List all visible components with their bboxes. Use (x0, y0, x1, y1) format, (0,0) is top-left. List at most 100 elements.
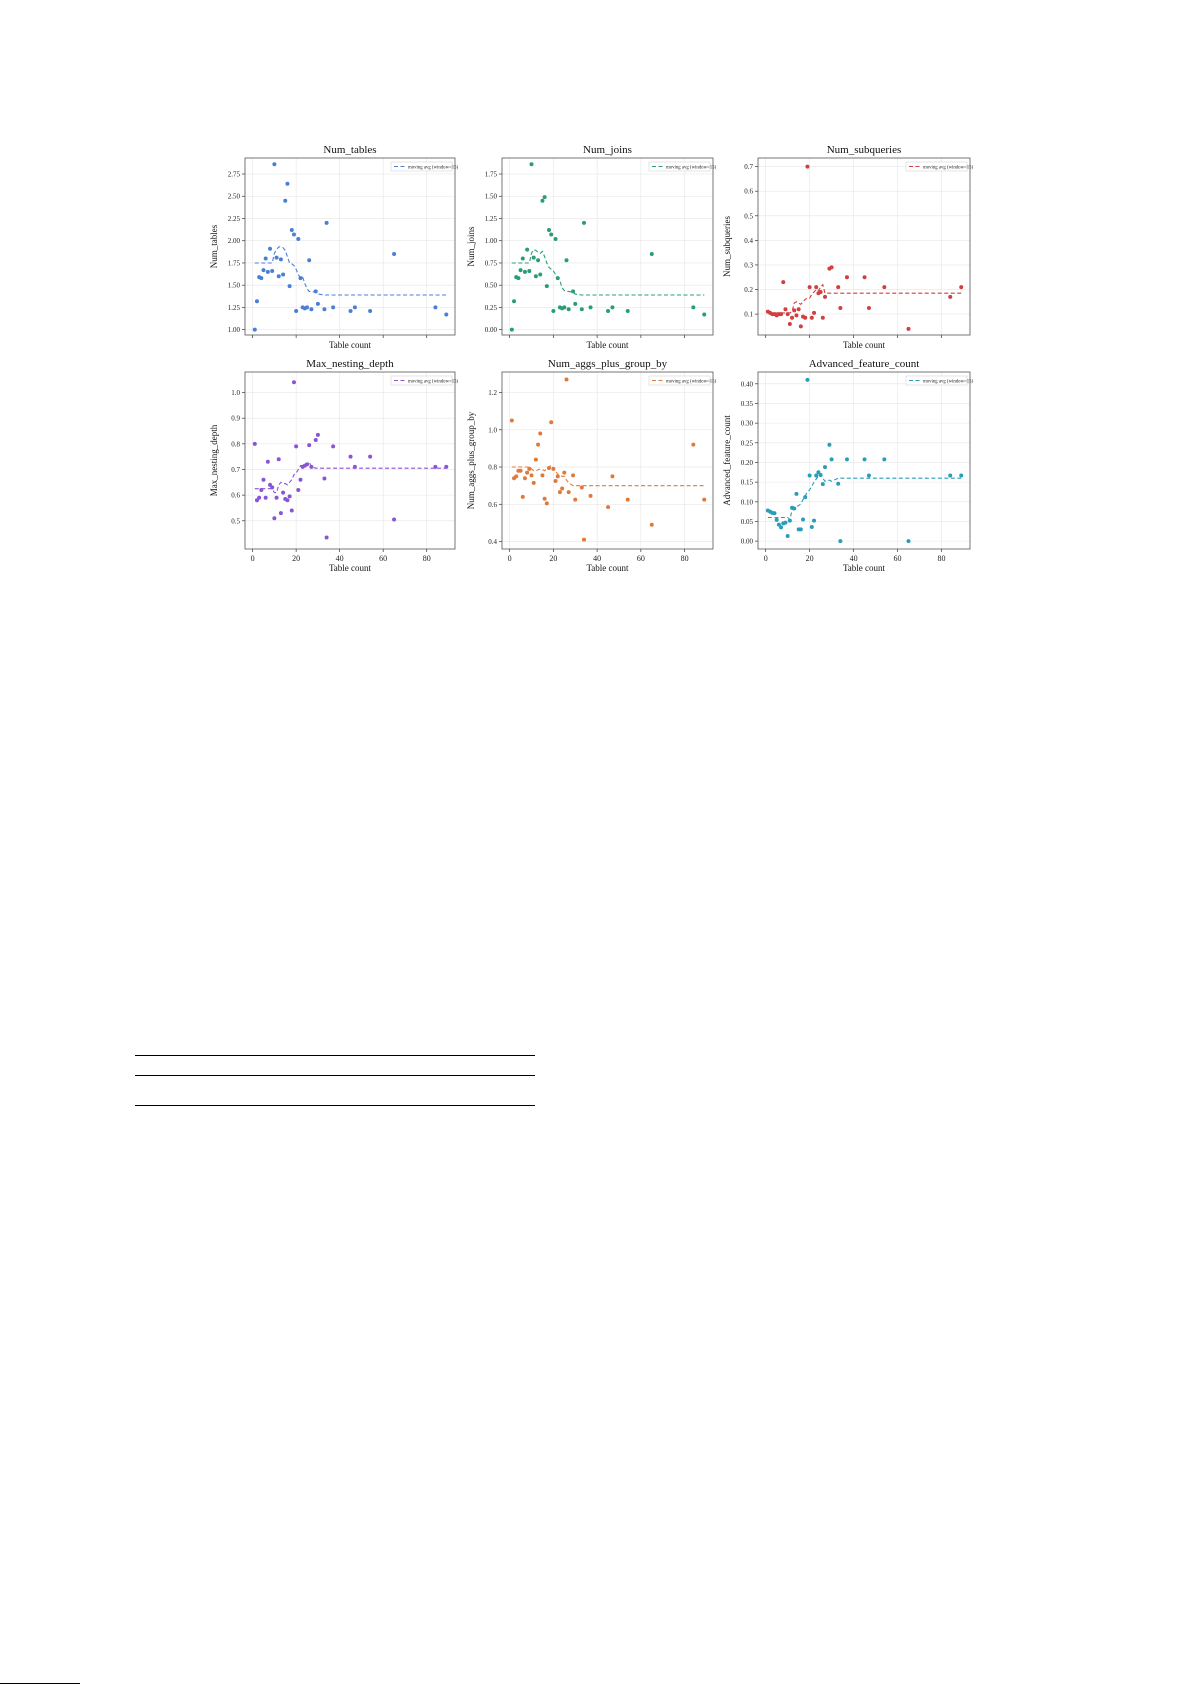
data-point (536, 442, 541, 447)
y-tick-label: 2.25 (228, 215, 241, 223)
y-tick-label: 2.75 (228, 171, 241, 179)
data-point (560, 486, 565, 491)
y-tick-label: 0.50 (485, 282, 498, 290)
subplot-max-nesting-depth: 0 20 40 60 80 0.5 0.6 0.7 0.8 0.9 1.0 Max_nesting_d… (209, 358, 459, 573)
subplot-title: Num_joins (583, 144, 632, 156)
data-point (276, 274, 281, 279)
data-point (866, 473, 871, 478)
data-point (649, 252, 654, 257)
plot-area (245, 372, 455, 549)
data-point (278, 511, 283, 516)
data-point (820, 315, 825, 320)
y-tick-label: 0.00 (485, 326, 498, 334)
data-point (827, 442, 832, 447)
x-axis-label: Table count (586, 340, 629, 350)
data-point (829, 457, 834, 462)
table-bottom-rule (135, 1105, 535, 1106)
data-point (294, 308, 299, 313)
y-tick-label: 1.0 (488, 426, 497, 434)
y-tick-label: 2.00 (228, 237, 241, 245)
data-point (254, 299, 259, 304)
data-point (444, 464, 449, 469)
data-point (838, 539, 843, 544)
data-point (606, 505, 611, 510)
legend: moving avg (window=15) (390, 161, 459, 172)
axes-frame (757, 157, 971, 336)
data-point (313, 289, 318, 294)
data-point (309, 464, 314, 469)
data-point (531, 480, 536, 485)
subplot-title: Num_subqueries (827, 144, 902, 156)
data-point (555, 276, 560, 281)
data-point (263, 256, 268, 261)
data-point (610, 474, 615, 479)
data-point (783, 520, 788, 525)
data-point (287, 284, 292, 289)
plot-area (502, 372, 713, 549)
data-point (818, 289, 823, 294)
legend-label: moving avg (window=15) (666, 166, 717, 171)
data-point (792, 308, 797, 313)
data-point (555, 474, 560, 479)
legend-label: moving avg (window=15) (923, 380, 974, 385)
data-point (331, 444, 336, 449)
data-point (527, 268, 532, 273)
x-tick-label: 40 (336, 554, 344, 563)
data-point (313, 437, 318, 442)
y-tick-label: 1.75 (485, 171, 498, 179)
data-point (814, 285, 819, 290)
axes-frame (501, 371, 714, 550)
data-point (348, 454, 353, 459)
legend: moving avg (window=15) (905, 375, 974, 386)
y-tick-label: 0.05 (741, 518, 754, 526)
x-tick-label: 60 (894, 554, 902, 563)
data-point (783, 307, 788, 312)
data-point (906, 326, 911, 331)
data-point (787, 518, 792, 523)
data-point (281, 272, 286, 277)
data-point (307, 258, 312, 263)
data-point (509, 418, 514, 423)
data-point (259, 276, 264, 281)
data-point (274, 495, 279, 500)
data-point (812, 518, 817, 523)
data-point (553, 236, 558, 241)
y-axis-label: Num_tables (209, 224, 219, 268)
x-axis-label: Table count (843, 563, 886, 573)
table-top-rule (135, 1055, 535, 1056)
table-mid-rule (135, 1075, 535, 1076)
moving-average-line (767, 473, 962, 521)
data-point (588, 305, 593, 310)
data-point (882, 285, 887, 290)
legend-label: moving avg (window=15) (923, 166, 974, 171)
y-tick-label: 0.4 (488, 538, 497, 546)
data-point (291, 380, 296, 385)
data-point (785, 534, 790, 539)
data-point (261, 477, 266, 482)
y-tick-label: 0.7 (231, 466, 240, 474)
data-point (792, 506, 797, 511)
moving-average-line (511, 248, 705, 296)
data-point (536, 258, 541, 263)
data-point (257, 495, 262, 500)
y-tick-label: 1.75 (228, 259, 241, 267)
x-axis-label: Table count (329, 340, 372, 350)
x-tick-label: 40 (850, 554, 858, 563)
legend: moving avg (window=15) (905, 161, 974, 172)
y-tick-label: 0.25 (485, 304, 498, 312)
x-tick-label: 20 (806, 554, 814, 563)
y-tick-label: 0.8 (231, 440, 240, 448)
data-point (573, 301, 578, 306)
data-point (557, 490, 562, 495)
data-point (779, 312, 784, 317)
data-point (520, 494, 525, 499)
data-point (625, 308, 630, 313)
x-tick-label: 60 (637, 554, 645, 563)
data-point (265, 269, 270, 274)
data-point (544, 501, 549, 506)
data-point (836, 285, 841, 290)
data-point (444, 312, 449, 317)
data-point (322, 307, 327, 312)
legend-label: moving avg (window=15) (666, 380, 717, 385)
